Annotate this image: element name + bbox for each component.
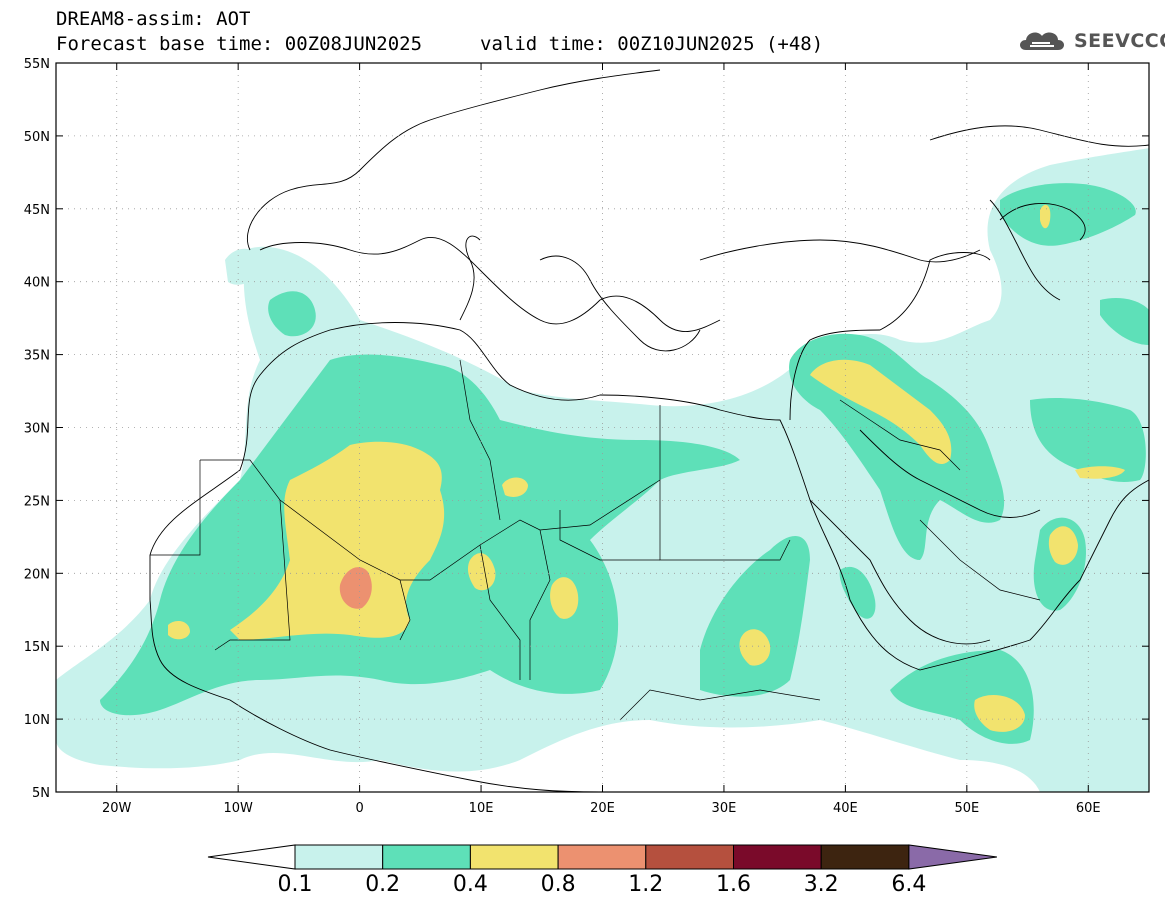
colorbar-level-label: 1.2 bbox=[628, 872, 663, 897]
lon-tick-label: 30E bbox=[712, 801, 737, 816]
lat-tick-label: 40N bbox=[24, 276, 50, 291]
lat-tick-label: 25N bbox=[24, 494, 50, 509]
colorbar-segment bbox=[469, 844, 559, 870]
colorbar-segment bbox=[557, 844, 647, 870]
aot-level-0.8 bbox=[339, 567, 372, 609]
grid-lines bbox=[56, 63, 1149, 792]
colorbar-level-label: 0.1 bbox=[278, 872, 313, 897]
colorbar-level-label: 0.8 bbox=[541, 872, 576, 897]
axis-ticks bbox=[56, 62, 1149, 793]
colorbar-segment bbox=[294, 844, 384, 870]
longitude-labels: 20W 10W 0 10E 20E 30E 40E 50E 60E bbox=[102, 801, 1101, 816]
colorbar-level-label: 0.4 bbox=[453, 872, 488, 897]
lat-tick-label: 15N bbox=[24, 640, 50, 655]
title-line1: DREAM8-assim: AOT bbox=[56, 8, 251, 30]
valid-time: valid time: 00Z10JUN2025 (+48) bbox=[480, 33, 824, 55]
lon-tick-label: 10W bbox=[223, 801, 253, 816]
seevccc-logo: SEEVCCC bbox=[1016, 26, 1165, 56]
colorbar: 0.1 0.2 0.4 0.8 1.2 1.6 3.2 6.4 bbox=[207, 844, 997, 897]
lat-tick-label: 5N bbox=[32, 786, 50, 801]
colorbar-level-label: 1.6 bbox=[716, 872, 751, 897]
lon-tick-label: 20W bbox=[102, 801, 132, 816]
lat-tick-label: 35N bbox=[24, 349, 50, 364]
latitude-labels: 5N 10N 15N 20N 25N 30N 35N 40N 45N 50N 55N bbox=[24, 57, 50, 801]
colorbar-over-triangle bbox=[908, 844, 997, 870]
colorbar-level-label: 3.2 bbox=[804, 872, 839, 897]
lon-tick-label: 40E bbox=[833, 801, 858, 816]
colorbar-segment bbox=[733, 844, 822, 870]
colorbar-level-label: 6.4 bbox=[891, 872, 926, 897]
colorbar-segment bbox=[382, 844, 471, 870]
lat-tick-label: 20N bbox=[24, 567, 50, 582]
logo-text: SEEVCCC bbox=[1074, 30, 1165, 52]
lat-tick-label: 30N bbox=[24, 422, 50, 437]
colorbar-under-triangle bbox=[207, 844, 296, 870]
lat-tick-label: 10N bbox=[24, 713, 50, 728]
lat-tick-label: 45N bbox=[24, 203, 50, 218]
lon-tick-label: 50E bbox=[954, 801, 979, 816]
aot-level-0.4 bbox=[168, 204, 1125, 732]
cloud-icon bbox=[1020, 32, 1064, 50]
colorbar-segment bbox=[820, 844, 910, 870]
country-borders bbox=[150, 359, 1041, 721]
lon-tick-label: 10E bbox=[469, 801, 494, 816]
lat-tick-label: 50N bbox=[24, 130, 50, 145]
lat-tick-label: 55N bbox=[24, 57, 50, 72]
coastlines bbox=[149, 69, 1149, 792]
lon-tick-label: 20E bbox=[590, 801, 615, 816]
lon-tick-label: 60E bbox=[1076, 801, 1101, 816]
colorbar-level-label: 0.2 bbox=[365, 872, 400, 897]
colorbar-segment bbox=[645, 844, 734, 870]
forecast-base-time: Forecast base time: 00Z08JUN2025 bbox=[56, 33, 423, 55]
lon-tick-label: 0 bbox=[355, 801, 363, 816]
